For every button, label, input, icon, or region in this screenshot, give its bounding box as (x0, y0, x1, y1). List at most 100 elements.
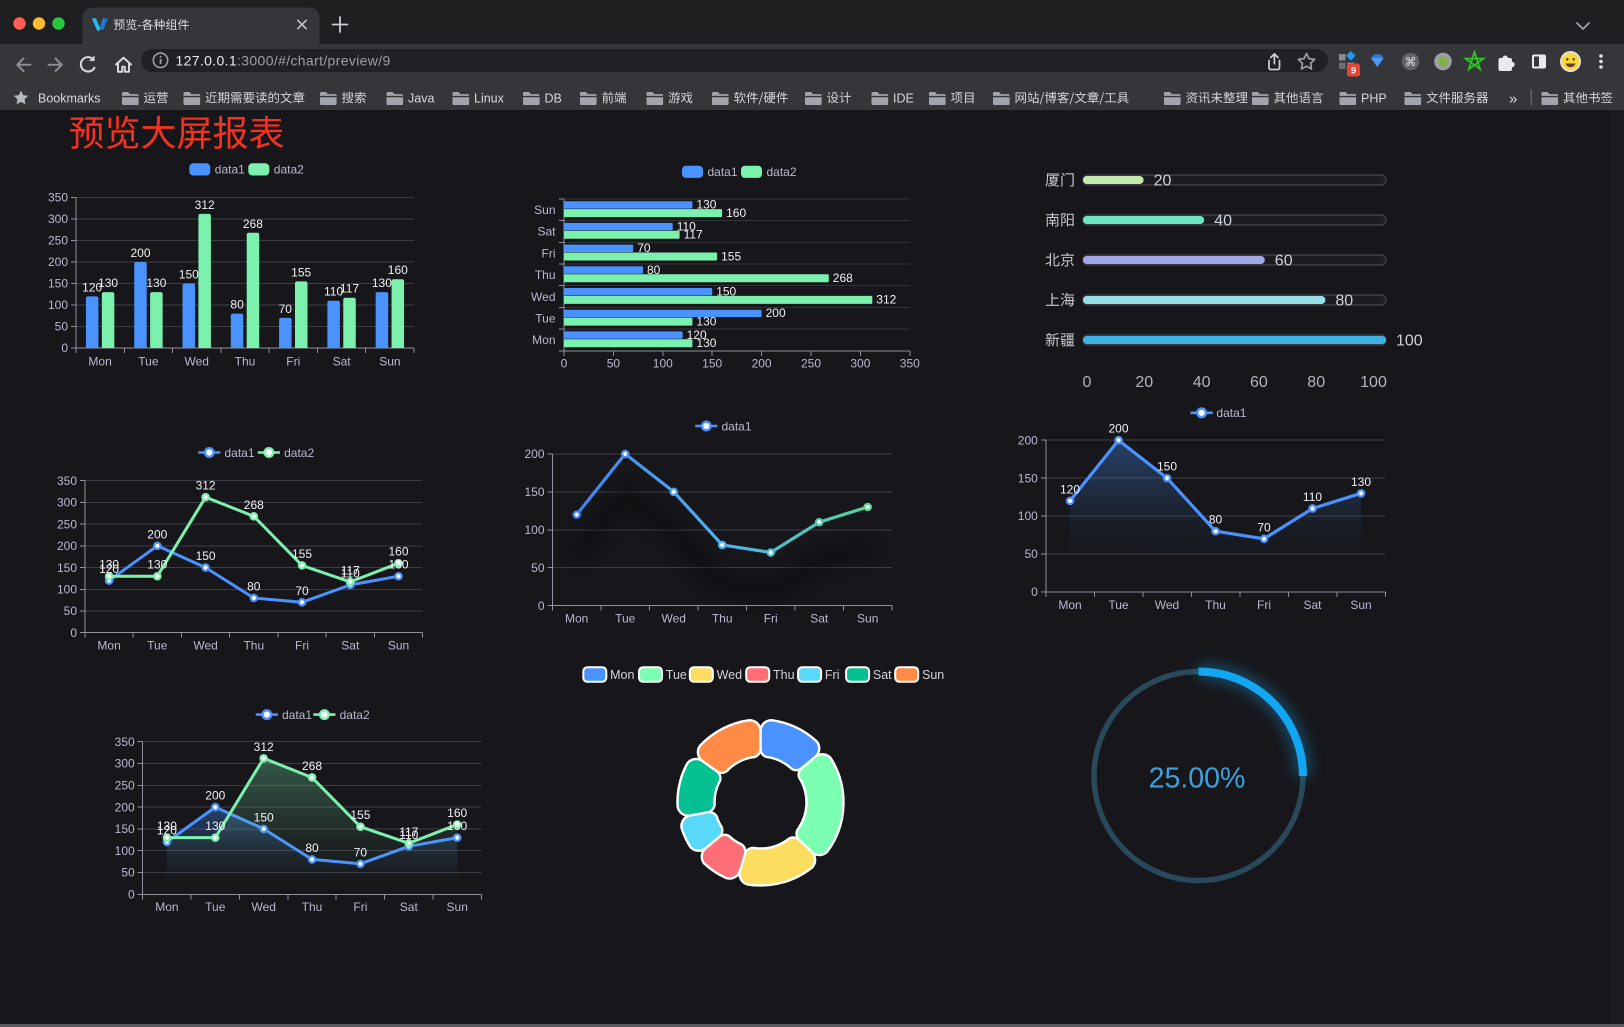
svg-text:120: 120 (687, 328, 707, 342)
svg-text:0: 0 (1031, 585, 1038, 599)
svg-text:Tue: Tue (615, 612, 636, 626)
svg-text:Wed: Wed (1155, 598, 1179, 612)
svg-text:130: 130 (696, 314, 716, 328)
svg-text:100: 100 (48, 298, 68, 312)
svg-text:Thu: Thu (773, 668, 795, 682)
svg-text:Bookmarks: Bookmarks (38, 91, 101, 105)
svg-text:Sat: Sat (537, 225, 556, 239)
svg-text:150: 150 (716, 285, 736, 299)
svg-text:Sat: Sat (873, 668, 892, 682)
svg-text:117: 117 (340, 282, 359, 296)
svg-text:130: 130 (98, 276, 118, 290)
svg-text:110: 110 (677, 219, 696, 233)
svg-text:110: 110 (341, 566, 360, 580)
svg-text:20: 20 (1154, 173, 1172, 190)
svg-text:Sun: Sun (447, 900, 468, 914)
svg-text:312: 312 (196, 479, 216, 493)
svg-text:70: 70 (637, 241, 651, 255)
svg-text:Mon: Mon (532, 333, 555, 347)
svg-text:130: 130 (1351, 475, 1371, 489)
svg-text:300: 300 (57, 496, 77, 510)
svg-text:117: 117 (341, 563, 360, 577)
svg-text:Tue: Tue (535, 311, 556, 325)
svg-text:Sat: Sat (341, 639, 360, 653)
svg-text:200: 200 (130, 246, 150, 260)
svg-text:0: 0 (1083, 374, 1092, 391)
svg-text:150: 150 (179, 268, 199, 282)
svg-text:25.00%: 25.00% (1149, 763, 1246, 795)
svg-text:0: 0 (70, 626, 77, 640)
svg-text:data1: data1 (215, 163, 245, 177)
svg-text:Wed: Wed (251, 900, 275, 914)
svg-text:350: 350 (57, 474, 77, 488)
svg-text:120: 120 (82, 280, 102, 294)
svg-text:155: 155 (292, 547, 312, 561)
svg-text:160: 160 (726, 206, 746, 220)
svg-text:Thu: Thu (235, 355, 256, 369)
svg-text:Fri: Fri (353, 900, 367, 914)
svg-text:250: 250 (48, 234, 68, 248)
svg-text:120: 120 (99, 562, 119, 576)
svg-text:268: 268 (833, 271, 853, 285)
svg-text:155: 155 (350, 808, 370, 822)
svg-text:80: 80 (1307, 374, 1325, 391)
svg-text:350: 350 (115, 735, 135, 749)
svg-text:Thu: Thu (535, 268, 556, 282)
svg-text:200: 200 (205, 789, 225, 803)
svg-text:100: 100 (1018, 509, 1038, 523)
svg-text:Fri: Fri (825, 668, 840, 682)
svg-text:Sun: Sun (857, 612, 878, 626)
svg-text:Mon: Mon (97, 639, 120, 653)
svg-text:Java: Java (408, 91, 434, 105)
svg-text:Sun: Sun (379, 355, 400, 369)
svg-text:80: 80 (230, 298, 244, 312)
svg-text:data1: data1 (225, 446, 255, 460)
svg-text:data2: data2 (284, 446, 314, 460)
svg-text:350: 350 (48, 191, 68, 205)
svg-text:Sun: Sun (388, 639, 409, 653)
svg-text:130: 130 (696, 336, 716, 350)
svg-text:100: 100 (653, 356, 673, 370)
svg-text:120: 120 (157, 824, 177, 838)
svg-text:150: 150 (57, 561, 77, 575)
svg-text:Linux: Linux (474, 91, 505, 105)
svg-text:80: 80 (1335, 293, 1353, 310)
svg-text:100: 100 (115, 844, 135, 858)
svg-text:data1: data1 (282, 708, 312, 722)
svg-text:200: 200 (115, 800, 135, 814)
svg-text:IDE: IDE (893, 91, 914, 105)
svg-text:120: 120 (1060, 482, 1080, 496)
svg-text:Wed: Wed (184, 355, 208, 369)
svg-text:117: 117 (684, 228, 703, 242)
svg-text:80: 80 (247, 580, 261, 594)
svg-text:250: 250 (801, 356, 821, 370)
svg-text:200: 200 (147, 527, 167, 541)
svg-text:110: 110 (1303, 490, 1322, 504)
svg-text:Wed: Wed (717, 668, 743, 682)
svg-text:Sat: Sat (810, 612, 829, 626)
svg-text:150: 150 (196, 549, 216, 563)
svg-text:312: 312 (195, 198, 215, 212)
svg-text:Sat: Sat (333, 355, 352, 369)
svg-text:350: 350 (900, 356, 920, 370)
svg-text:0: 0 (538, 599, 545, 613)
svg-text:40: 40 (1214, 213, 1232, 230)
svg-text:Thu: Thu (1205, 598, 1226, 612)
svg-text:40: 40 (1193, 374, 1211, 391)
svg-text:110: 110 (324, 285, 343, 299)
svg-text:50: 50 (121, 866, 135, 880)
svg-text:155: 155 (721, 249, 741, 263)
svg-text:130: 130 (157, 819, 177, 833)
svg-text:60: 60 (1250, 374, 1268, 391)
svg-text:Sun: Sun (1350, 598, 1371, 612)
svg-text:Mon: Mon (155, 900, 178, 914)
svg-text:DB: DB (545, 91, 562, 105)
svg-text:100: 100 (1396, 333, 1423, 350)
svg-text:80: 80 (1209, 513, 1223, 527)
svg-text:50: 50 (55, 320, 69, 334)
svg-text:»: » (1509, 91, 1517, 108)
svg-text:Fri: Fri (295, 639, 309, 653)
svg-text:160: 160 (447, 806, 467, 820)
svg-text:Tue: Tue (147, 639, 168, 653)
svg-text:9: 9 (1351, 66, 1356, 77)
